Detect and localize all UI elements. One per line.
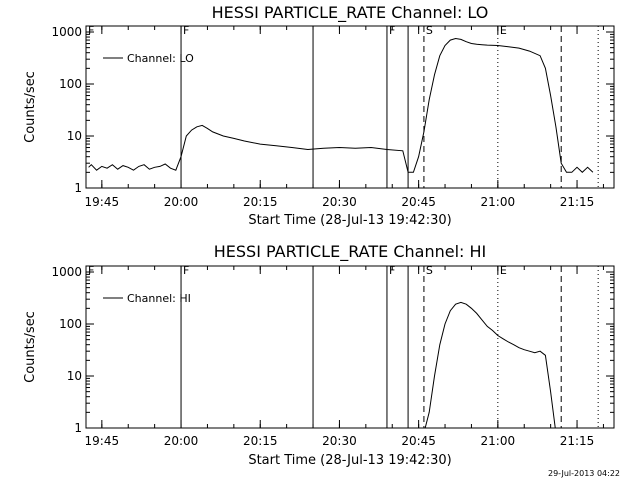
x-tick-label: 21:15 (560, 434, 595, 448)
chart-title: HESSI PARTICLE_RATE Channel: LO (212, 3, 489, 23)
x-tick-label: 20:15 (243, 434, 278, 448)
y-tick-label: 1 (74, 181, 82, 195)
y-tick-label: 1000 (51, 25, 82, 39)
x-tick-label: 20:45 (401, 434, 436, 448)
event-marker-label: F (389, 24, 395, 37)
x-tick-label: 20:45 (401, 195, 436, 209)
event-marker-label: F (88, 264, 94, 277)
event-marker-label: S (426, 264, 433, 277)
x-tick-label: 21:00 (481, 434, 516, 448)
generation-timestamp: 29-Jul-2013 04:22 (548, 469, 620, 478)
event-marker-label: S (426, 24, 433, 37)
plot-frame (85, 265, 615, 429)
y-axis-label: Counts/sec (23, 311, 38, 383)
series-line (88, 37, 594, 173)
y-tick-label: 10 (67, 129, 82, 143)
x-tick-label: 19:45 (85, 434, 120, 448)
x-tick-label: 20:15 (243, 195, 278, 209)
event-marker-label: E (500, 24, 507, 37)
x-axis-label: Start Time (28-Jul-13 19:42:30) (248, 453, 451, 468)
y-tick-label: 100 (59, 77, 82, 91)
x-tick-label: 21:15 (560, 195, 595, 209)
series-line (424, 301, 556, 428)
plot-frame (85, 25, 615, 189)
y-tick-label: 1 (74, 421, 82, 435)
y-axis-label: Counts/sec (23, 71, 38, 143)
event-marker-label: F (183, 24, 189, 37)
x-axis-label: Start Time (28-Jul-13 19:42:30) (248, 213, 451, 228)
x-tick-label: 20:00 (164, 434, 199, 448)
x-tick-label: 20:30 (322, 195, 357, 209)
event-marker-label: E (500, 264, 507, 277)
event-marker-label: F (183, 264, 189, 277)
y-tick-label: 100 (59, 317, 82, 331)
y-tick-label: 1000 (51, 265, 82, 279)
legend-entry: Channel: HI (127, 292, 191, 305)
chart-panel-hi: HESSI PARTICLE_RATE Channel: HI F F F S E 19:4… (23, 242, 615, 468)
event-marker-label: F (88, 24, 94, 37)
x-tick-label: 21:00 (481, 195, 516, 209)
x-tick-label: 19:45 (85, 195, 120, 209)
x-tick-label: 20:00 (164, 195, 199, 209)
chart-title: HESSI PARTICLE_RATE Channel: HI (214, 242, 487, 262)
y-tick-label: 10 (67, 369, 82, 383)
chart-panel-lo: HESSI PARTICLE_RATE Channel: LOF F F S E19:4… (23, 3, 615, 228)
event-marker-label: F (389, 264, 395, 277)
x-tick-label: 20:30 (322, 434, 357, 448)
legend-entry: Channel: LO (127, 52, 194, 65)
